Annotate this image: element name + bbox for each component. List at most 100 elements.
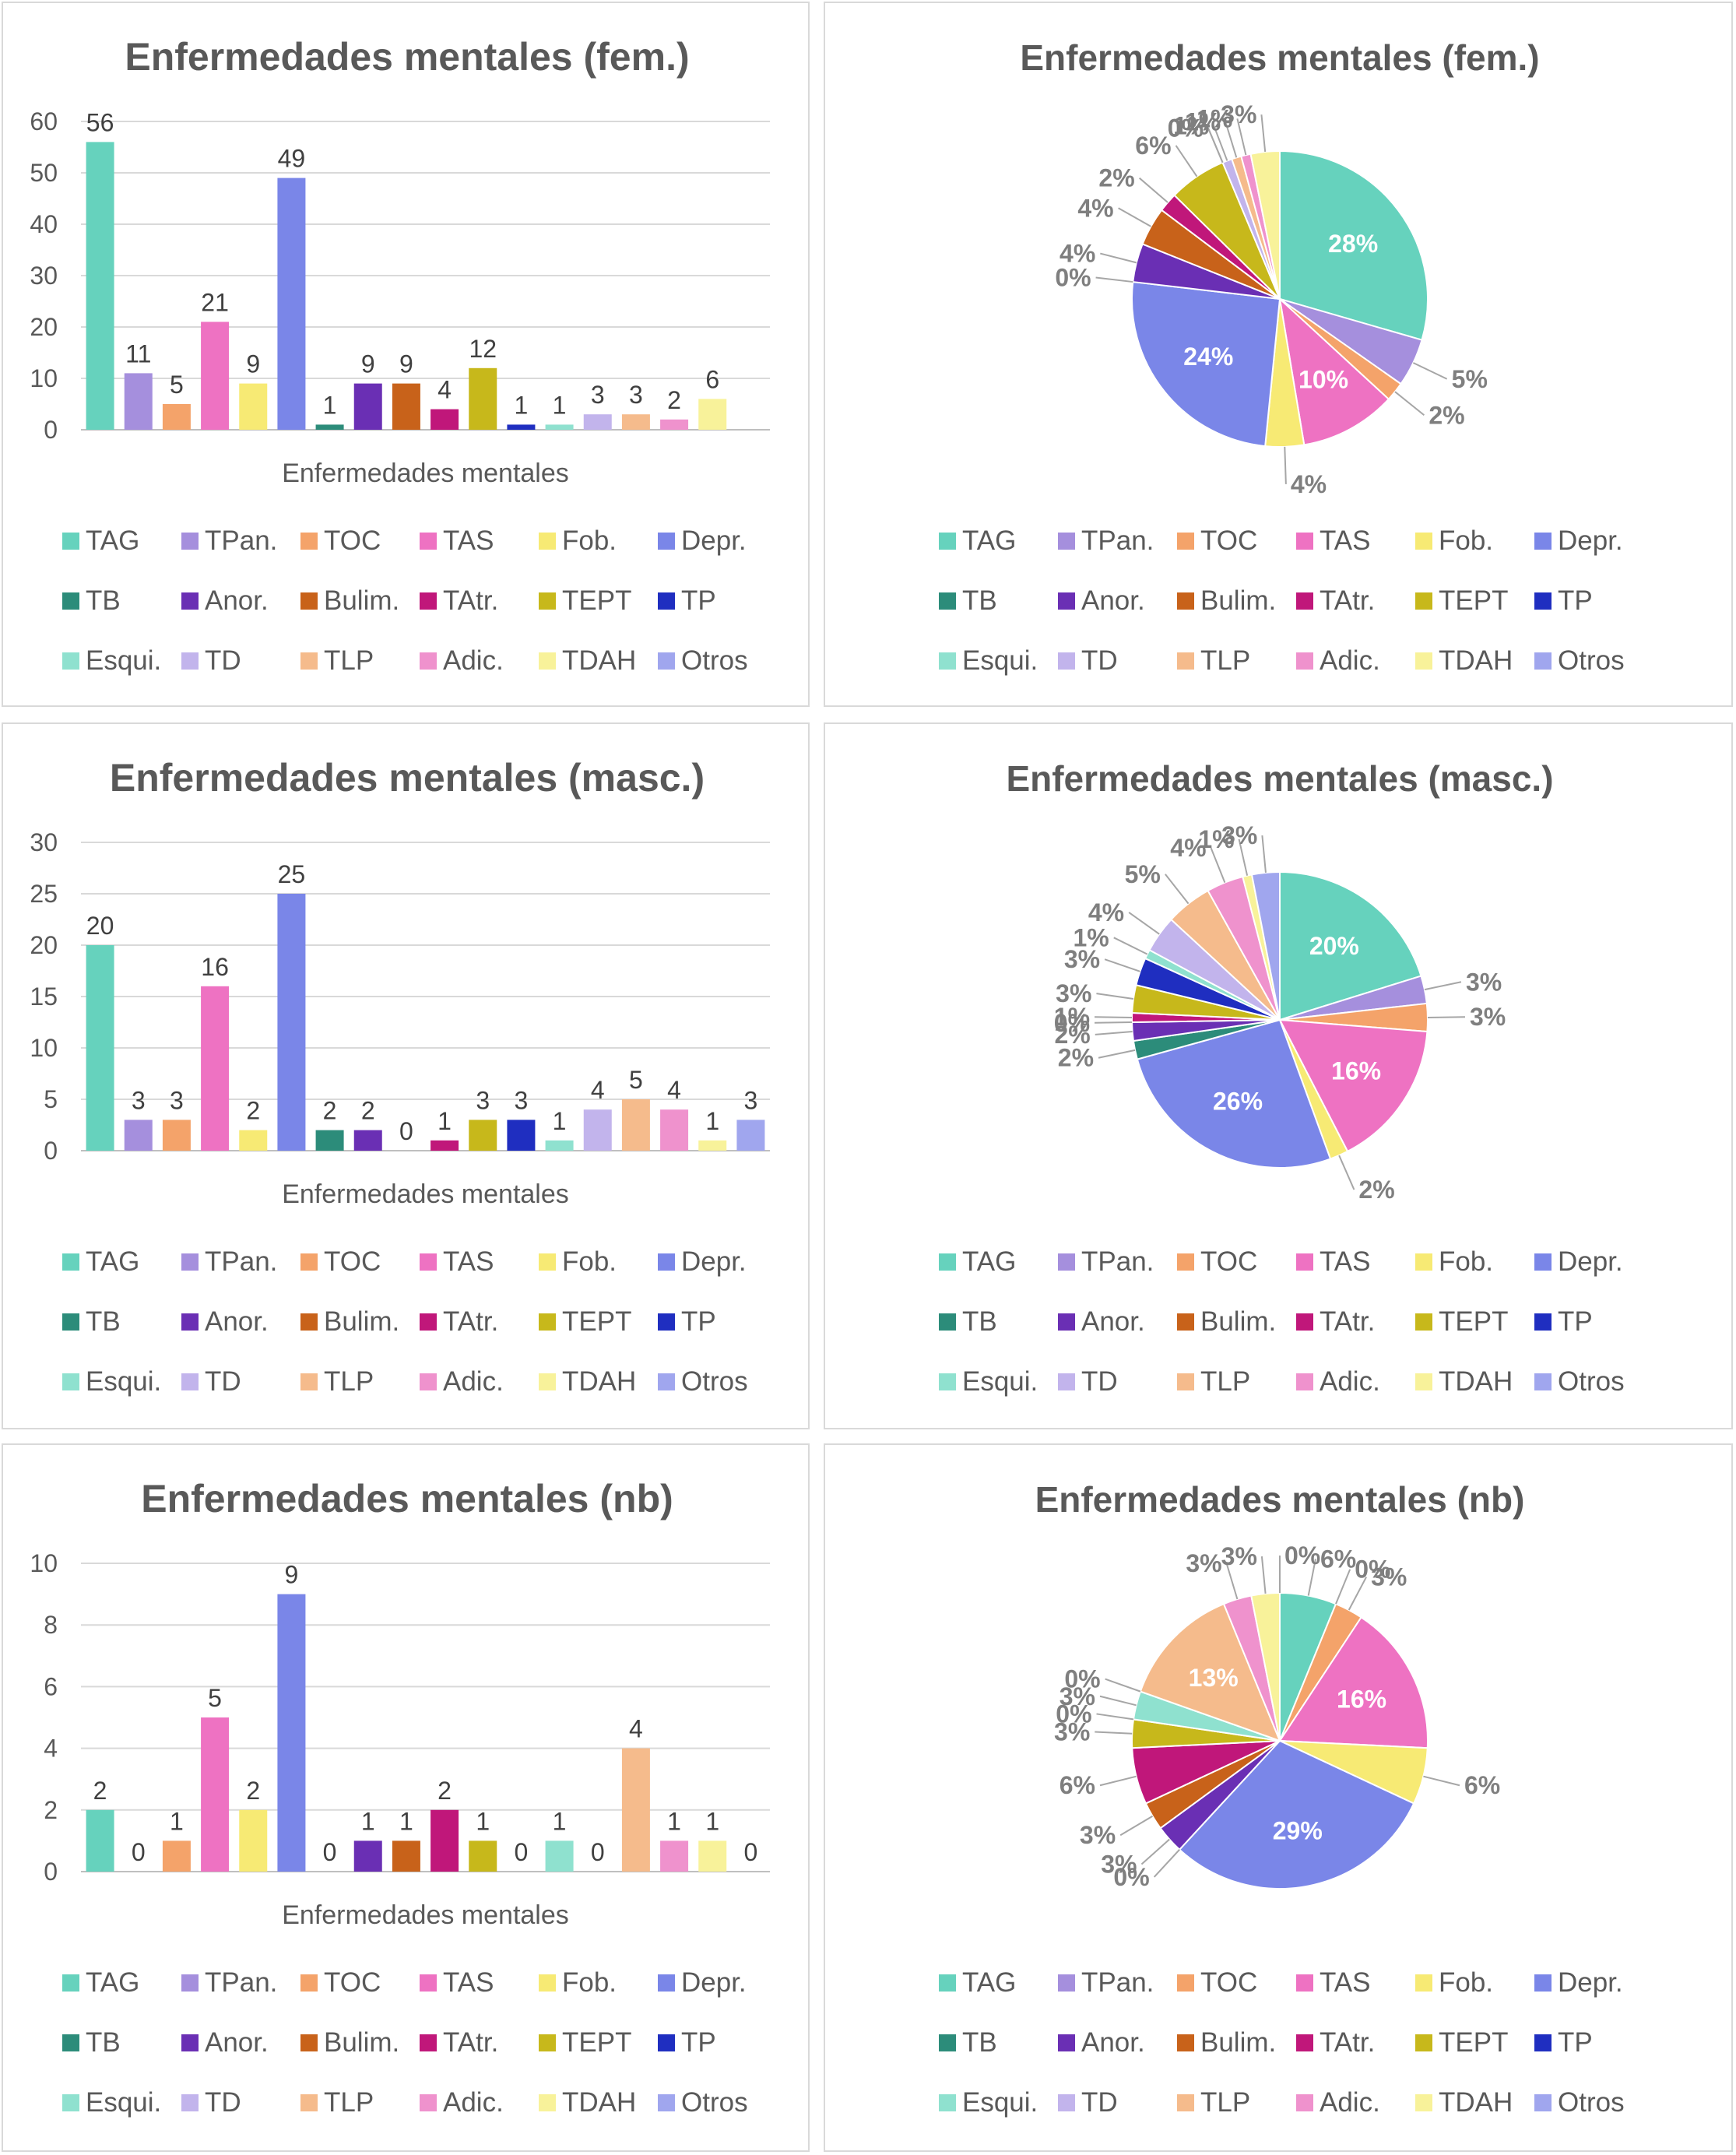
masc-bar-y-tick-label: 30 [30,828,58,856]
masc-pie-leader-line [1095,1021,1133,1024]
pie-panel-nb: Enfermedades mentales (nb) 6% 0% 3% 16% 6% 29%… [824,1443,1733,2152]
nb-pie-slice-label: 0% [1355,1556,1390,1584]
masc-bar-legend-swatch [300,1253,318,1271]
nb-bar-y-tick-label: 8 [44,1611,58,1639]
nb-pie-leader-line [1348,1577,1368,1611]
masc-bar-data-label: 1 [553,1107,567,1135]
masc-pie-legend-swatch [1058,1313,1075,1331]
fem-bar-bar [162,404,191,430]
nb-bar-legend-swatch [539,2034,556,2051]
fem-bar-legend-swatch [300,533,318,550]
fem-bar-legend-label: Bulim. [324,585,399,616]
fem-bar-data-label: 1 [323,391,337,419]
masc-pie-slice-label: 3% [1470,1003,1506,1031]
nb-pie-legend-swatch [1296,2094,1313,2111]
masc-bar-legend-label: TP [681,1306,716,1337]
nb-pie-slice-label: 16% [1337,1686,1386,1714]
nb-pie-slice-label: 3% [1371,1563,1407,1591]
nb-bar-legend-swatch [420,2094,437,2111]
fem-bar-legend-swatch [181,652,199,670]
masc-bar-legend-swatch [658,1373,675,1390]
masc-bar-legend-label: TOC [324,1246,381,1277]
nb-pie-legend-swatch [1415,2034,1432,2051]
nb-pie-slice-label: 3% [1221,1542,1257,1570]
fem-bar-data-label: 56 [86,108,114,136]
nb-bar-legend-label: TB [86,2027,121,2058]
nb-pie-slice-label: 3% [1186,1549,1221,1577]
fem-bar-legend-swatch [539,652,556,670]
nb-bar-legend-swatch [62,2094,79,2111]
fem-bar-legend-swatch [181,592,199,610]
nb-bar-data-label: 1 [705,1807,719,1835]
masc-bar-data-label: 25 [278,860,306,888]
masc-pie-legend-swatch [1415,1373,1432,1390]
masc-pie-leader-line [1095,1016,1133,1018]
masc-pie-leader-line [1338,1155,1355,1190]
bar-panel-fem: Enfermedades mentales (fem.) 0 10 20 30 40 50 6… [2,2,810,707]
fem-pie-legend-swatch [1177,592,1194,610]
masc-bar-legend-swatch [300,1313,318,1331]
nb-bar-legend-label: TEPT [562,2027,631,2058]
nb-pie-legend-swatch [1415,2094,1432,2111]
fem-bar-bar [545,424,574,430]
masc-pie-slice-label: 1% [1054,1003,1090,1031]
nb-pie-legend-label: TDAH [1439,2087,1513,2118]
nb-bar-legend-label: TOC [324,1967,381,1998]
masc-bar-bar [315,1130,344,1151]
masc-bar-legend-swatch [539,1373,556,1390]
masc-bar-bar [660,1109,689,1151]
nb-bar-data-label: 0 [744,1838,758,1866]
masc-bar-bar [469,1120,497,1151]
fem-pie-legend-label: TAtr. [1320,585,1375,616]
fem-pie-legend-label: Anor. [1081,585,1145,616]
nb-bar-y-tick-label: 0 [44,1858,58,1886]
fem-pie-legend-swatch [1415,592,1432,610]
masc-pie-slice-label: 1% [1198,825,1234,853]
masc-bar-legend-swatch [181,1313,199,1331]
masc-pie-slice [1136,1018,1332,1169]
masc-bar-bar [583,1109,612,1151]
masc-bar-legend-label: TAtr. [443,1306,498,1337]
masc-bar-legend-swatch [658,1253,675,1271]
nb-bar-legend-label: Anor. [205,2027,269,2058]
fem-pie-legend-label: Esqui. [962,645,1038,676]
nb-pie-leader-line [1307,1559,1316,1596]
nb-pie-legend-swatch [1177,1974,1194,1992]
fem-pie-leader-line [1207,128,1224,163]
masc-pie-slice [1279,870,1422,1021]
nb-pie-legend-label: Adic. [1320,2087,1380,2118]
masc-pie-slice-label: 3% [1466,968,1502,996]
fem-pie-slice-label: 5% [1452,365,1488,393]
masc-bar-data-label: 1 [438,1107,452,1135]
fem-bar-legend-swatch [181,533,199,550]
nb-pie-leader-line [1099,1695,1137,1707]
masc-bar-data-label: 2 [361,1097,375,1125]
nb-pie-legend-label: TOC [1200,1967,1257,1998]
fem-bar-bar [315,424,344,430]
nb-bar-data-label: 1 [399,1807,413,1835]
fem-pie-leader-line [1225,121,1238,158]
masc-pie-legend-label: Adic. [1320,1366,1380,1397]
nb-pie-legend-label: Fob. [1439,1967,1493,1998]
pie-chart-fem: Enfermedades mentales (fem.) 28% 5% 2% 10% 4%… [939,37,1625,676]
fem-bar-legend-label: Esqui. [86,645,161,676]
nb-pie-slice-label: 3% [1080,1821,1116,1849]
fem-bar-legend-label: TPan. [205,526,277,556]
nb-bar-legend-swatch [539,1974,556,1992]
fem-pie-legend-label: Bulim. [1200,585,1276,616]
masc-bar-legend-swatch [62,1253,79,1271]
fem-bar-legend-label: TAtr. [443,585,498,616]
fem-bar-y-tick-label: 0 [44,416,58,444]
fem-bar-y-tick-label: 60 [30,107,58,135]
nb-pie-legend-label: TAtr. [1320,2027,1375,2058]
masc-bar-legend-label: TEPT [562,1306,631,1337]
fem-pie-slice [1279,149,1429,341]
fem-bar-legend-label: TP [681,585,716,616]
masc-pie-leader-line [1427,1016,1465,1018]
masc-bar-legend-label: TPan. [205,1246,277,1277]
fem-pie-legend-swatch [1296,592,1313,610]
fem-bar-bar [660,419,689,430]
nb-pie-legend-swatch [939,1974,956,1992]
nb-pie-slice-label: 3% [1060,1682,1095,1710]
fem-pie-legend-label: TD [1081,645,1118,676]
